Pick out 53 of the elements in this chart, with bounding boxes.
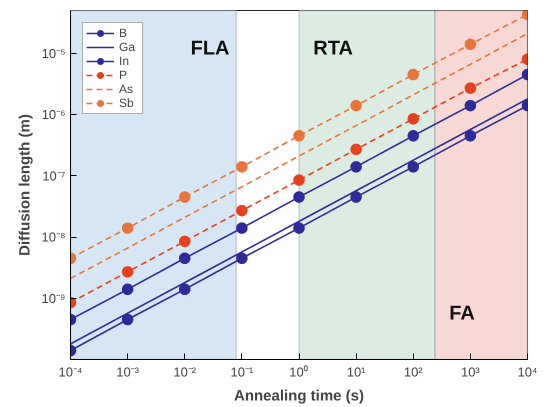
x-tick-label: 10⁻⁴ bbox=[58, 364, 83, 380]
y-tick-label: 10⁻⁷ bbox=[42, 168, 66, 184]
point bbox=[408, 130, 419, 142]
point bbox=[122, 284, 134, 296]
point bbox=[179, 252, 190, 264]
legend-label: B bbox=[119, 26, 128, 40]
point bbox=[293, 191, 305, 203]
x-tick-label: 10⁻³ bbox=[116, 364, 140, 380]
point bbox=[464, 38, 476, 50]
point bbox=[464, 130, 476, 142]
point bbox=[179, 191, 190, 203]
x-tick-label: 10⁴ bbox=[517, 364, 538, 380]
point bbox=[350, 144, 362, 156]
point bbox=[236, 222, 248, 234]
band-label: RTA bbox=[313, 37, 353, 60]
point bbox=[293, 130, 305, 142]
point bbox=[293, 174, 305, 186]
point bbox=[236, 161, 248, 173]
point bbox=[408, 161, 419, 173]
point bbox=[464, 82, 476, 94]
point bbox=[179, 284, 190, 296]
point bbox=[408, 68, 419, 80]
point bbox=[179, 236, 190, 248]
y-tick-label: 10⁻⁵ bbox=[42, 46, 66, 61]
y-tick-label: 10⁻⁶ bbox=[42, 107, 66, 122]
legend-label: P bbox=[119, 68, 128, 82]
point bbox=[464, 100, 476, 112]
legend-label: Ga bbox=[119, 40, 136, 54]
y-axis-title: Diffusion length (m) bbox=[16, 114, 34, 256]
point bbox=[350, 191, 362, 203]
legend-label: As bbox=[119, 82, 134, 96]
y-tick-label: 10⁻⁸ bbox=[42, 230, 66, 245]
point bbox=[350, 161, 362, 173]
x-tick-label: 10⁻² bbox=[173, 364, 197, 380]
point bbox=[122, 266, 134, 278]
x-tick-label: 10¹ bbox=[346, 364, 366, 380]
point bbox=[350, 100, 362, 112]
point bbox=[236, 252, 248, 264]
point bbox=[236, 204, 248, 216]
legend-label: In bbox=[119, 54, 130, 68]
point bbox=[293, 222, 305, 234]
x-tick-label: 10⁻¹ bbox=[230, 364, 254, 380]
x-tick-label: 10³ bbox=[460, 364, 480, 380]
x-tick-label: 10⁰ bbox=[289, 364, 309, 380]
point bbox=[122, 222, 134, 234]
point bbox=[122, 314, 134, 326]
point bbox=[408, 113, 419, 125]
x-axis-title: Annealing time (s) bbox=[234, 388, 364, 404]
y-tick-label: 10⁻⁹ bbox=[41, 290, 66, 306]
band-label: FLA bbox=[190, 37, 230, 60]
band-label: FA bbox=[449, 302, 475, 325]
x-tick-label: 10² bbox=[404, 364, 424, 380]
legend-label: Sb bbox=[119, 96, 135, 110]
